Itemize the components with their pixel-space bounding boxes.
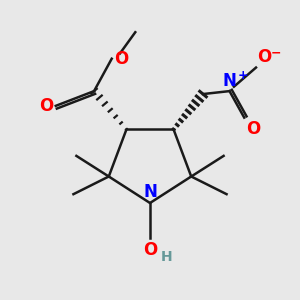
Text: N: N (223, 72, 236, 90)
Text: −: − (271, 46, 281, 59)
Text: O: O (143, 241, 157, 259)
Text: H: H (161, 250, 173, 263)
Text: O: O (114, 50, 128, 68)
Text: O: O (39, 97, 53, 115)
Text: N: N (143, 183, 157, 201)
Text: O: O (257, 48, 272, 66)
Text: +: + (238, 69, 248, 82)
Text: O: O (246, 120, 260, 138)
